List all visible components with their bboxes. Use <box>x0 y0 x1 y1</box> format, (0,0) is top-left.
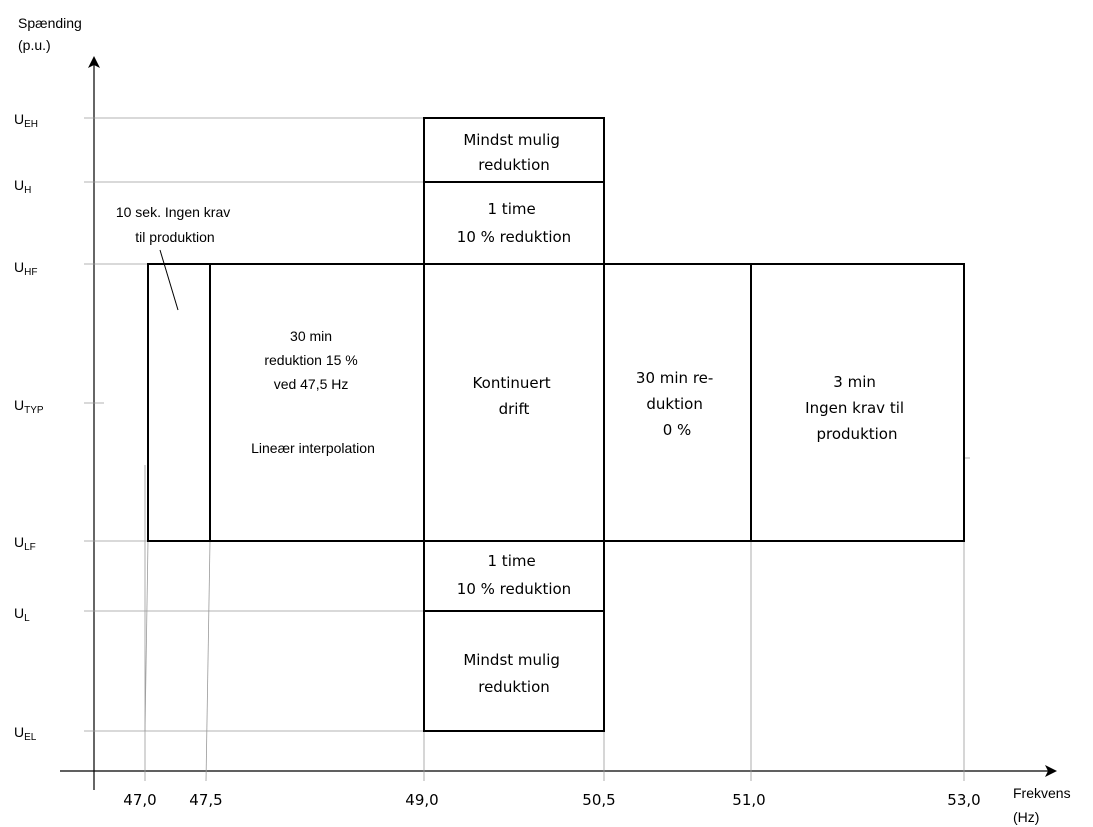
ytick-ul: UL <box>14 605 30 624</box>
x-axis-unit: (Hz) <box>1013 809 1039 825</box>
xtick-50-5: 50,5 <box>582 791 615 809</box>
y-axis-unit: (p.u.) <box>18 37 51 53</box>
xtick-49-0: 49,0 <box>405 791 438 809</box>
box-bottom-reduction <box>424 611 604 731</box>
label-bottom-reduction: Mindst mulig reduktion <box>463 651 564 696</box>
label-3-min: 3 min Ingen krav til produktion <box>805 373 909 443</box>
box-10-sek <box>148 264 210 541</box>
xtick-53-0: 53,0 <box>947 791 980 809</box>
label-upper-1-time: 1 time 10 % reduktion <box>457 200 571 246</box>
vgrid-47-5 <box>206 541 210 781</box>
xtick-47-5: 47,5 <box>189 791 222 809</box>
ytick-utyp: UTYP <box>14 397 44 416</box>
box-30-min-47-5 <box>210 264 424 541</box>
ytick-ueh: UEH <box>14 111 38 130</box>
xtick-51-0: 51,0 <box>732 791 765 809</box>
xtick-47-0: 47,0 <box>123 791 156 809</box>
label-lower-1-time: 1 time 10 % reduktion <box>457 552 571 598</box>
label-30-min-0: 30 min re- duktion 0 % <box>636 369 718 439</box>
box-upper-1-time <box>424 182 604 264</box>
ytick-uh: UH <box>14 177 31 196</box>
ytick-uhf: UHF <box>14 259 37 278</box>
x-axis-title: Frekvens <box>1013 785 1071 801</box>
ytick-uel: UEL <box>14 724 37 743</box>
ytick-ulf: ULF <box>14 534 36 553</box>
y-axis-title: Spænding <box>18 15 82 31</box>
y-tick-labels: UEH UH UHF UTYP ULF UL UEL <box>14 111 44 743</box>
vertical-gridlines <box>145 458 970 781</box>
label-30-min-47-5: 30 min reduktion 15 % ved 47,5 Hz Lineær… <box>251 328 375 456</box>
vgrid-47-0-b <box>145 541 148 731</box>
x-tick-labels: 47,0 47,5 49,0 50,5 51,0 53,0 <box>123 791 980 809</box>
label-kontinuert: Kontinuert drift <box>473 374 556 418</box>
pointer-10-sek <box>160 250 178 310</box>
label-top-reduction: Mindst mulig reduktion <box>463 131 564 174</box>
label-10-sek: 10 sek. Ingen krav til produktion <box>116 204 234 245</box>
